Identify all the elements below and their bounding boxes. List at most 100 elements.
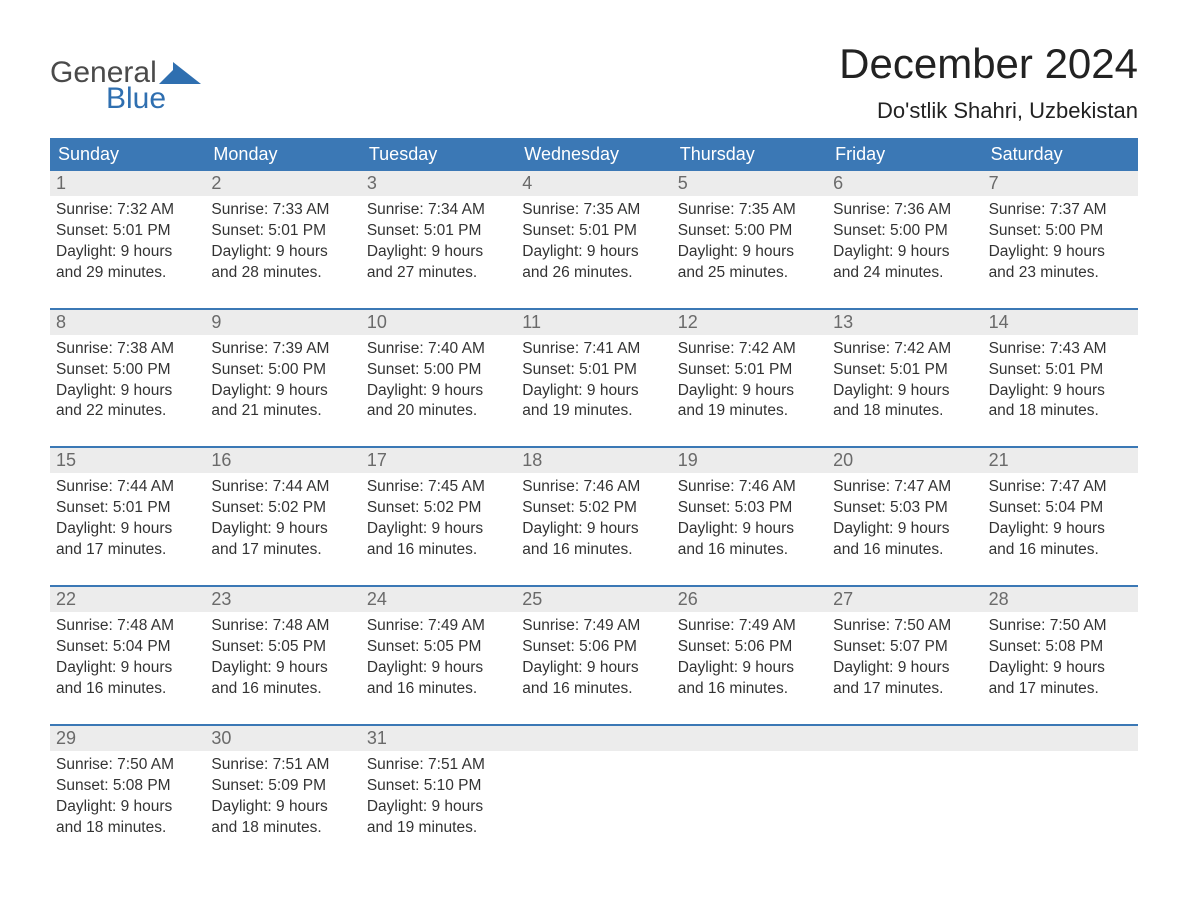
day-cell: Sunrise: 7:51 AMSunset: 5:09 PMDaylight:… — [205, 751, 360, 845]
daylight-line: Daylight: 9 hours and 16 minutes. — [522, 519, 665, 561]
daylight-line: Daylight: 9 hours and 18 minutes. — [56, 797, 199, 839]
day-number: 27 — [827, 587, 982, 612]
day-cell: Sunrise: 7:38 AMSunset: 5:00 PMDaylight:… — [50, 335, 205, 429]
day-cell: Sunrise: 7:33 AMSunset: 5:01 PMDaylight:… — [205, 196, 360, 290]
sunrise-line: Sunrise: 7:32 AM — [56, 200, 199, 221]
sunset-line: Sunset: 5:03 PM — [833, 498, 976, 519]
sunrise-line: Sunrise: 7:50 AM — [989, 616, 1132, 637]
daylight-line: Daylight: 9 hours and 19 minutes. — [678, 381, 821, 423]
sunset-line: Sunset: 5:01 PM — [522, 360, 665, 381]
day-number: 24 — [361, 587, 516, 612]
day-cell: Sunrise: 7:36 AMSunset: 5:00 PMDaylight:… — [827, 196, 982, 290]
sunset-line: Sunset: 5:06 PM — [522, 637, 665, 658]
daylight-line: Daylight: 9 hours and 18 minutes. — [211, 797, 354, 839]
daylight-line: Daylight: 9 hours and 16 minutes. — [678, 658, 821, 700]
weekday-header: Thursday — [672, 138, 827, 171]
day-cell: Sunrise: 7:43 AMSunset: 5:01 PMDaylight:… — [983, 335, 1138, 429]
day-cell: Sunrise: 7:35 AMSunset: 5:00 PMDaylight:… — [672, 196, 827, 290]
sunrise-line: Sunrise: 7:49 AM — [678, 616, 821, 637]
sunrise-line: Sunrise: 7:42 AM — [833, 339, 976, 360]
sunrise-line: Sunrise: 7:43 AM — [989, 339, 1132, 360]
day-cell: Sunrise: 7:48 AMSunset: 5:04 PMDaylight:… — [50, 612, 205, 706]
daylight-line: Daylight: 9 hours and 27 minutes. — [367, 242, 510, 284]
sunset-line: Sunset: 5:07 PM — [833, 637, 976, 658]
day-cell: Sunrise: 7:47 AMSunset: 5:04 PMDaylight:… — [983, 473, 1138, 567]
day-number: 1 — [50, 171, 205, 196]
day-number: 14 — [983, 310, 1138, 335]
day-cell: Sunrise: 7:47 AMSunset: 5:03 PMDaylight:… — [827, 473, 982, 567]
day-number: 29 — [50, 726, 205, 751]
logo: General Blue — [50, 40, 201, 114]
weekday-header-row: SundayMondayTuesdayWednesdayThursdayFrid… — [50, 138, 1138, 171]
sunrise-line: Sunrise: 7:42 AM — [678, 339, 821, 360]
sunset-line: Sunset: 5:01 PM — [56, 221, 199, 242]
sunrise-line: Sunrise: 7:48 AM — [56, 616, 199, 637]
daylight-line: Daylight: 9 hours and 17 minutes. — [989, 658, 1132, 700]
sunrise-line: Sunrise: 7:41 AM — [522, 339, 665, 360]
sunset-line: Sunset: 5:00 PM — [56, 360, 199, 381]
sunset-line: Sunset: 5:00 PM — [367, 360, 510, 381]
sunset-line: Sunset: 5:02 PM — [211, 498, 354, 519]
sunset-line: Sunset: 5:10 PM — [367, 776, 510, 797]
day-cell: Sunrise: 7:35 AMSunset: 5:01 PMDaylight:… — [516, 196, 671, 290]
sunrise-line: Sunrise: 7:51 AM — [211, 755, 354, 776]
day-cell — [827, 751, 982, 845]
day-number — [827, 726, 982, 751]
weekday-header: Wednesday — [516, 138, 671, 171]
sunset-line: Sunset: 5:00 PM — [678, 221, 821, 242]
day-number: 15 — [50, 448, 205, 473]
sunrise-line: Sunrise: 7:44 AM — [211, 477, 354, 498]
sunset-line: Sunset: 5:02 PM — [522, 498, 665, 519]
day-number: 8 — [50, 310, 205, 335]
day-cell — [983, 751, 1138, 845]
daylight-line: Daylight: 9 hours and 16 minutes. — [367, 658, 510, 700]
day-cell: Sunrise: 7:44 AMSunset: 5:02 PMDaylight:… — [205, 473, 360, 567]
sunrise-line: Sunrise: 7:40 AM — [367, 339, 510, 360]
day-cell: Sunrise: 7:46 AMSunset: 5:02 PMDaylight:… — [516, 473, 671, 567]
day-number: 31 — [361, 726, 516, 751]
sunrise-line: Sunrise: 7:39 AM — [211, 339, 354, 360]
sunset-line: Sunset: 5:05 PM — [367, 637, 510, 658]
weekday-header: Monday — [205, 138, 360, 171]
daylight-line: Daylight: 9 hours and 19 minutes. — [522, 381, 665, 423]
sunset-line: Sunset: 5:06 PM — [678, 637, 821, 658]
day-number: 3 — [361, 171, 516, 196]
day-cell: Sunrise: 7:49 AMSunset: 5:05 PMDaylight:… — [361, 612, 516, 706]
day-cell: Sunrise: 7:49 AMSunset: 5:06 PMDaylight:… — [516, 612, 671, 706]
sunrise-line: Sunrise: 7:47 AM — [833, 477, 976, 498]
sunrise-line: Sunrise: 7:35 AM — [522, 200, 665, 221]
sunset-line: Sunset: 5:04 PM — [989, 498, 1132, 519]
day-cell: Sunrise: 7:42 AMSunset: 5:01 PMDaylight:… — [672, 335, 827, 429]
weeks-container: 1234567Sunrise: 7:32 AMSunset: 5:01 PMDa… — [50, 171, 1138, 844]
day-number: 20 — [827, 448, 982, 473]
day-number: 2 — [205, 171, 360, 196]
title-block: December 2024 Do'stlik Shahri, Uzbekista… — [839, 40, 1138, 124]
day-number: 26 — [672, 587, 827, 612]
sunrise-line: Sunrise: 7:46 AM — [522, 477, 665, 498]
sunrise-line: Sunrise: 7:48 AM — [211, 616, 354, 637]
sunrise-line: Sunrise: 7:50 AM — [56, 755, 199, 776]
day-number: 12 — [672, 310, 827, 335]
day-number: 13 — [827, 310, 982, 335]
weekday-header: Saturday — [983, 138, 1138, 171]
sunset-line: Sunset: 5:00 PM — [833, 221, 976, 242]
day-cell: Sunrise: 7:40 AMSunset: 5:00 PMDaylight:… — [361, 335, 516, 429]
day-number — [672, 726, 827, 751]
day-number: 17 — [361, 448, 516, 473]
sunrise-line: Sunrise: 7:49 AM — [522, 616, 665, 637]
day-content-row: Sunrise: 7:38 AMSunset: 5:00 PMDaylight:… — [50, 335, 1138, 429]
day-number: 11 — [516, 310, 671, 335]
weekday-header: Tuesday — [361, 138, 516, 171]
sunset-line: Sunset: 5:09 PM — [211, 776, 354, 797]
sunset-line: Sunset: 5:08 PM — [989, 637, 1132, 658]
sunrise-line: Sunrise: 7:34 AM — [367, 200, 510, 221]
day-number — [983, 726, 1138, 751]
daylight-line: Daylight: 9 hours and 21 minutes. — [211, 381, 354, 423]
day-number: 5 — [672, 171, 827, 196]
daylight-line: Daylight: 9 hours and 26 minutes. — [522, 242, 665, 284]
calendar: SundayMondayTuesdayWednesdayThursdayFrid… — [50, 138, 1138, 844]
day-content-row: Sunrise: 7:48 AMSunset: 5:04 PMDaylight:… — [50, 612, 1138, 706]
logo-text-blue: Blue — [106, 84, 166, 114]
day-number: 21 — [983, 448, 1138, 473]
sunrise-line: Sunrise: 7:46 AM — [678, 477, 821, 498]
